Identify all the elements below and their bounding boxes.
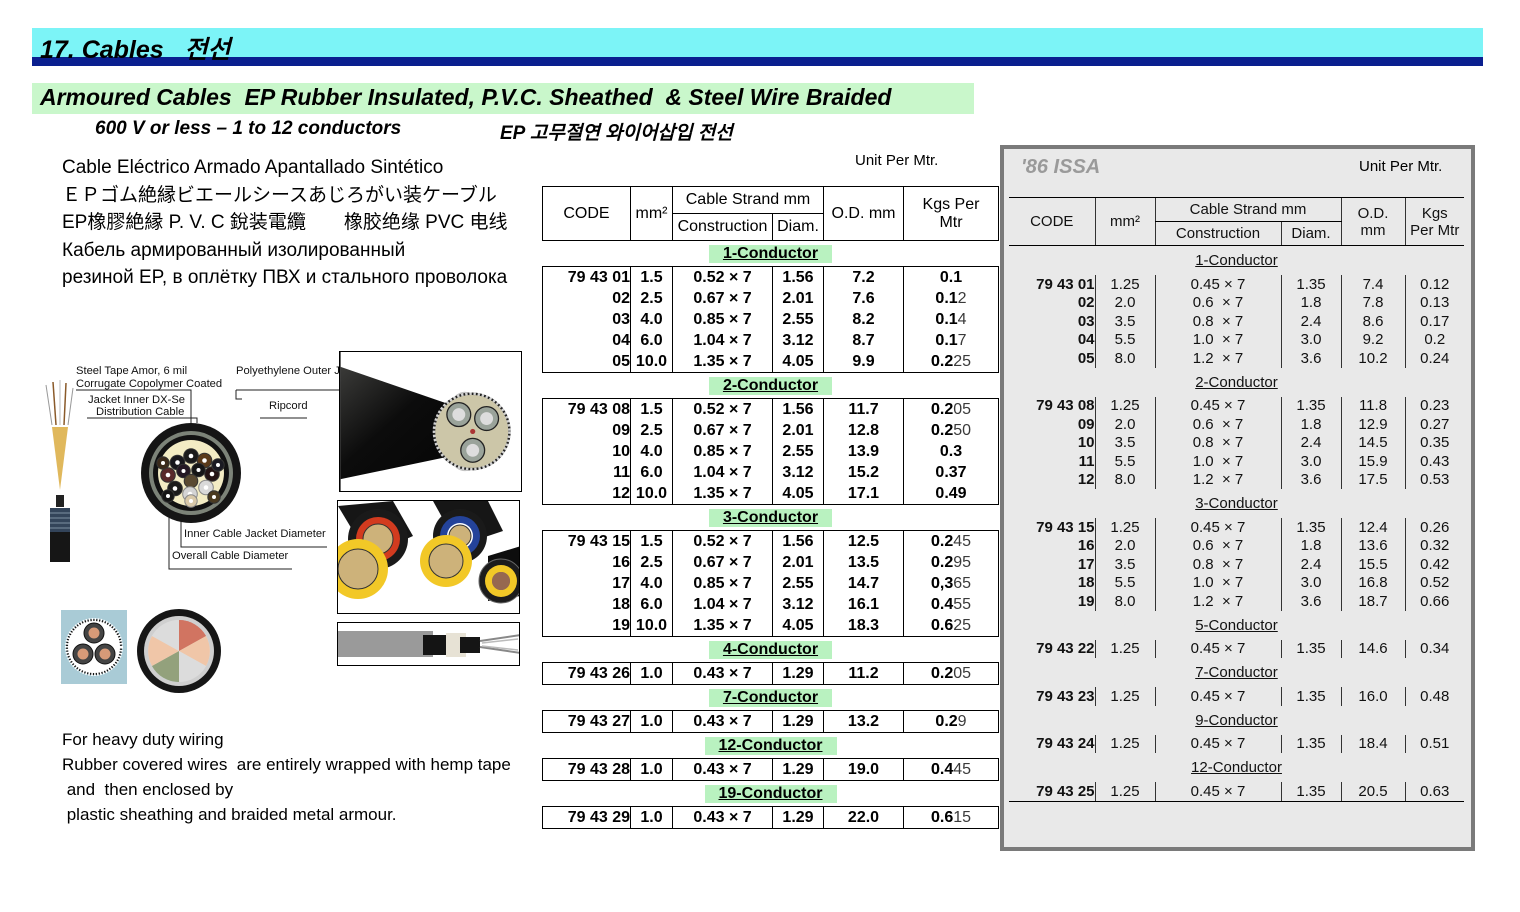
- svg-text:Jacket Inner DX-Se: Jacket Inner DX-Se: [88, 394, 185, 406]
- svg-text:Ripcord: Ripcord: [269, 400, 308, 412]
- svg-text:Steel Tape Amor, 6 mil: Steel Tape Amor, 6 mil: [76, 365, 187, 377]
- svg-text:Distribution Cable: Distribution Cable: [96, 406, 184, 418]
- svg-text:Corrugate Copolymer Coated: Corrugate Copolymer Coated: [76, 378, 222, 390]
- svg-text:Overall Cable Diameter: Overall Cable Diameter: [172, 550, 289, 562]
- svg-text:Inner Cable Jacket Diameter: Inner Cable Jacket Diameter: [184, 528, 326, 540]
